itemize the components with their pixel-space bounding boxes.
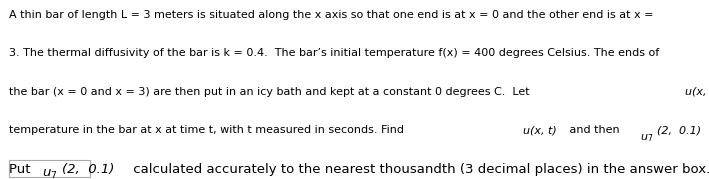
Text: the bar (x = 0 and x = 3) are then put in an icy bath and kept at a constant 0 d: the bar (x = 0 and x = 3) are then put i… xyxy=(9,87,532,97)
Text: u(x, t): u(x, t) xyxy=(523,125,557,135)
Text: temperature in the bar at x at time t, with t measured in seconds. Find: temperature in the bar at x at time t, w… xyxy=(9,125,407,135)
Text: $u_7$: $u_7$ xyxy=(640,132,653,144)
Text: calculated accurately to the nearest thousandth (3 decimal places) in the answer: calculated accurately to the nearest tho… xyxy=(129,163,709,176)
Text: (2,  0.1): (2, 0.1) xyxy=(62,163,114,176)
Text: and then: and then xyxy=(566,125,623,135)
Text: Put: Put xyxy=(9,163,34,176)
Text: A thin bar of length L = 3 meters is situated along the x axis so that one end i: A thin bar of length L = 3 meters is sit… xyxy=(9,10,653,20)
Text: $u_7$: $u_7$ xyxy=(42,168,57,179)
Text: 3. The thermal diffusivity of the bar is k = 0.4.  The bar’s initial temperature: 3. The thermal diffusivity of the bar is… xyxy=(9,48,659,58)
FancyBboxPatch shape xyxy=(9,160,90,177)
Text: u(x, t): u(x, t) xyxy=(685,87,709,97)
Text: (2,  0.1): (2, 0.1) xyxy=(657,125,701,135)
